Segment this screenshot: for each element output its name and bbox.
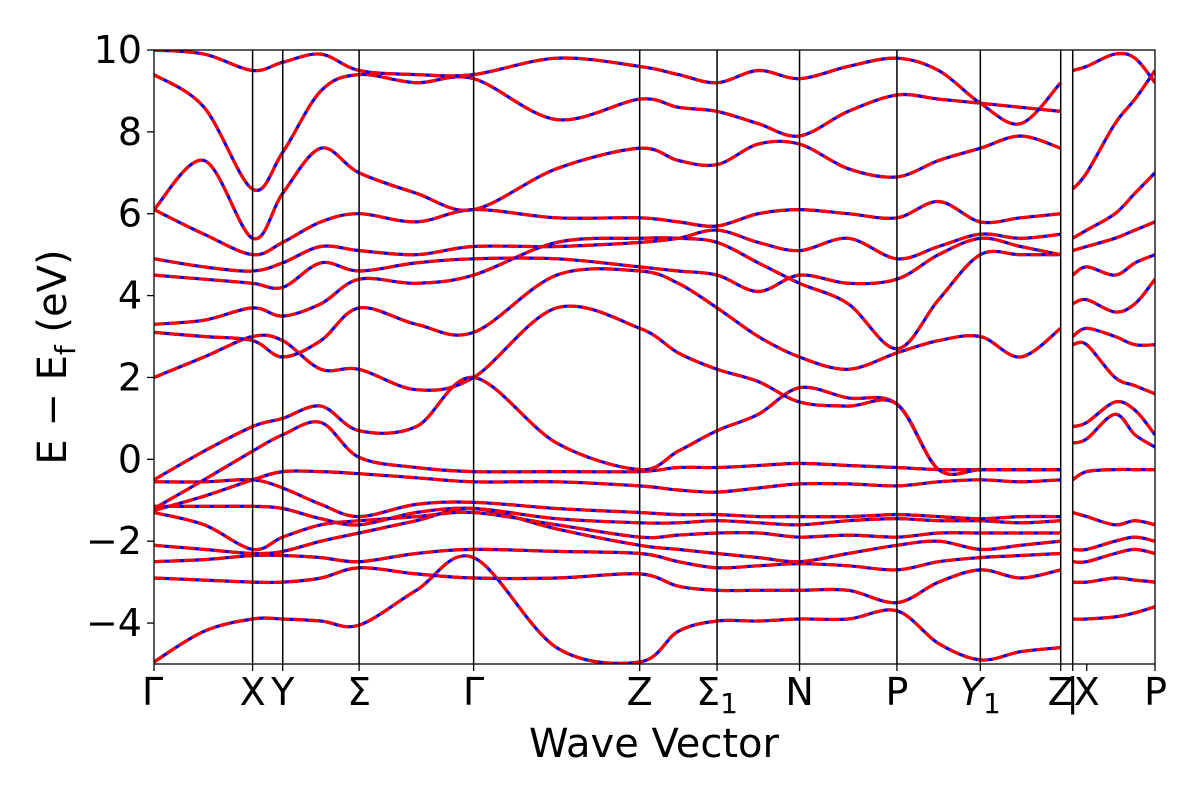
- band-line-dashed-25: [1072, 412, 1155, 449]
- band-line-dashed-23: [1072, 510, 1155, 527]
- x-tick-label-main: Σ: [347, 670, 371, 714]
- band-line-dashed-16: [154, 134, 1062, 241]
- band-line-dashed-3: [154, 506, 1061, 564]
- band-line-dashed-21: [1072, 547, 1155, 564]
- x-tick-label-main: Γ: [142, 670, 163, 714]
- band-line-dashed-34: [1072, 51, 1155, 84]
- band-line-dashed-20: [1072, 576, 1155, 585]
- band-line-dashed-13: [154, 236, 1062, 294]
- x-tick-label: X: [240, 670, 266, 714]
- x-tick-label: Y1: [960, 670, 1001, 720]
- x-tick-label-main: N: [785, 670, 813, 714]
- band-line-dashed-4: [154, 510, 1061, 552]
- x-tick-label: Y: [270, 670, 295, 714]
- band-line-dashed-1: [154, 566, 1062, 605]
- y-tick-label: −4: [86, 601, 142, 645]
- x-tick-label: Γ: [463, 670, 484, 714]
- band-line-dashed-33: [1071, 69, 1155, 191]
- band-line-dashed-27: [1072, 340, 1155, 396]
- band-line-dashed-7: [154, 469, 1061, 513]
- plot-frame: [153, 49, 1156, 665]
- x-tick-label-main: Z: [1048, 670, 1074, 714]
- x-tick-label-sub: 1: [983, 687, 1001, 720]
- band-line-dashed-6: [154, 477, 1061, 521]
- x-tick-label: N: [785, 670, 813, 714]
- band-line-dashed-11: [154, 267, 1062, 371]
- x-axis-ticks: Γ X Y Σ Γ Z Σ1 N P Y1 Z|X P: [142, 664, 1167, 720]
- x-tick-label-sub: 1: [720, 687, 738, 720]
- y-axis-ticks: −4 −2 0 2 4 6 8 10: [86, 28, 154, 645]
- band-line-dashed-17: [154, 72, 1061, 192]
- band-line-dashed-12: [154, 236, 1061, 351]
- x-tick-label: |: [1066, 670, 1079, 715]
- y-axis-title-unit: (eV): [30, 249, 76, 345]
- band-line-dashed-26: [1072, 399, 1155, 436]
- band-line-dashed-2: [154, 547, 1061, 572]
- y-tick-label: 8: [118, 110, 142, 154]
- x-tick-label-main: X: [240, 670, 266, 714]
- x-tick-label: P: [885, 670, 908, 714]
- y-axis-title-main: E − E: [30, 355, 76, 465]
- x-tick-label-main: P: [1144, 670, 1167, 714]
- x-tick-label: Z: [627, 670, 653, 714]
- x-tick-label-main: Γ: [463, 670, 484, 714]
- x-axis-title: Wave Vector: [529, 721, 780, 767]
- y-tick-label: 2: [118, 355, 142, 399]
- band-line-dashed-18: [154, 50, 1062, 126]
- x-tick-label: Z: [1048, 670, 1074, 714]
- y-tick-label: 0: [118, 437, 142, 481]
- x-tick-label: P: [1144, 670, 1167, 714]
- band-line-dashed-29: [1072, 278, 1155, 314]
- band-line-dashed-28: [1071, 326, 1155, 347]
- band-line-dashed-15: [154, 199, 1061, 257]
- x-tick-label-main: |: [1066, 670, 1079, 715]
- x-tick-label-main: X: [1074, 670, 1100, 714]
- x-tick-label-main: Σ: [696, 670, 720, 714]
- band-line-dashed-32: [1071, 171, 1155, 240]
- x-tick-label: Σ1: [696, 670, 738, 720]
- x-tick-label-main: Y: [960, 670, 986, 714]
- y-axis-title-sub: f: [49, 344, 82, 355]
- y-tick-label: 10: [94, 28, 142, 72]
- x-tick-label: Σ: [347, 670, 371, 714]
- x-tick-label-main: Y: [270, 670, 295, 714]
- band-line-dashed-14: [154, 228, 1061, 273]
- x-tick-label-main: Z: [627, 670, 653, 714]
- band-line-dashed-22: [1072, 535, 1155, 552]
- band-line-dashed-30: [1071, 253, 1155, 277]
- band-line-dashed-31: [1072, 220, 1155, 253]
- band-line-dashed-8: [154, 420, 1061, 510]
- y-tick-label: 6: [118, 192, 142, 236]
- y-tick-label: 4: [118, 274, 142, 318]
- x-tick-label-main: P: [885, 670, 908, 714]
- y-axis-title: E − Ef (eV): [30, 249, 82, 464]
- band-line-dashed-5: [154, 504, 1061, 527]
- band-line-dashed-24: [1071, 467, 1155, 482]
- band-lines: [154, 50, 1155, 664]
- y-tick-label: −2: [86, 519, 142, 563]
- band-line-dashed-10: [154, 304, 1061, 476]
- band-line-dashed-19: [1072, 605, 1155, 621]
- x-tick-label: X: [1074, 670, 1100, 714]
- x-tick-label: Γ: [142, 670, 163, 714]
- high-symmetry-lines: [251, 50, 1074, 664]
